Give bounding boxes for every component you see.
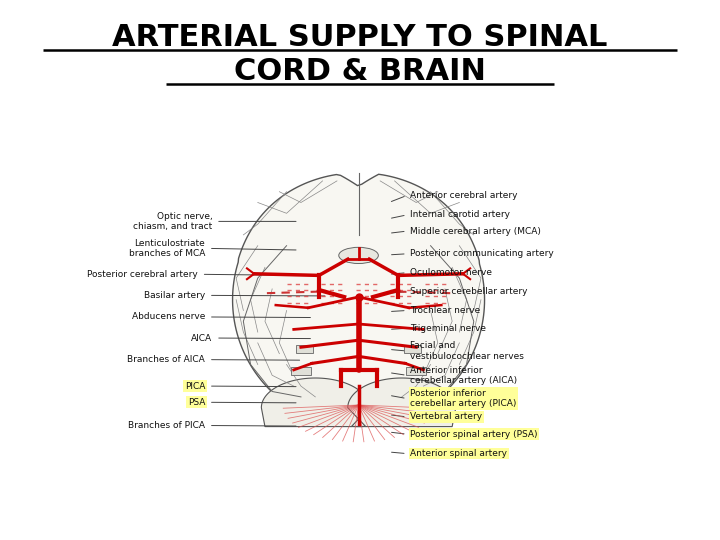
Text: ARTERIAL SUPPLY TO SPINAL: ARTERIAL SUPPLY TO SPINAL (112, 23, 608, 52)
Text: Posterior spinal artery (PSA): Posterior spinal artery (PSA) (410, 430, 538, 438)
Polygon shape (261, 378, 369, 427)
Ellipse shape (339, 247, 379, 264)
Text: Superior cerebellar artery: Superior cerebellar artery (410, 287, 528, 296)
Text: Optic nerve,
chiasm, and tract: Optic nerve, chiasm, and tract (133, 212, 212, 231)
FancyBboxPatch shape (406, 367, 426, 375)
Text: CORD & BRAIN: CORD & BRAIN (234, 57, 486, 86)
Text: Branches of AICA: Branches of AICA (127, 355, 205, 364)
Text: Oculomotor nerve: Oculomotor nerve (410, 268, 492, 277)
Text: PSA: PSA (188, 398, 205, 407)
Text: Trochlear nerve: Trochlear nerve (410, 306, 481, 315)
Text: Facial and
vestibulocochlear nerves: Facial and vestibulocochlear nerves (410, 341, 524, 361)
Text: Anterior spinal artery: Anterior spinal artery (410, 449, 508, 458)
Polygon shape (233, 174, 485, 427)
Text: Vertebral artery: Vertebral artery (410, 413, 482, 421)
FancyBboxPatch shape (291, 367, 311, 375)
Text: Lenticulostriate
branches of MCA: Lenticulostriate branches of MCA (129, 239, 205, 258)
Text: Middle cerebral artery (MCA): Middle cerebral artery (MCA) (410, 227, 541, 235)
Text: Posterior cerebral artery: Posterior cerebral artery (87, 270, 198, 279)
Text: Anterior cerebral artery: Anterior cerebral artery (410, 191, 518, 200)
Polygon shape (348, 378, 456, 427)
Text: Trigeminal nerve: Trigeminal nerve (410, 324, 487, 333)
Text: AICA: AICA (192, 334, 212, 342)
Text: Basilar artery: Basilar artery (144, 291, 205, 300)
FancyBboxPatch shape (404, 345, 421, 353)
Text: Posterior communicating artery: Posterior communicating artery (410, 249, 554, 258)
Text: Abducens nerve: Abducens nerve (132, 313, 205, 321)
Text: PICA: PICA (185, 382, 205, 390)
FancyBboxPatch shape (296, 345, 313, 353)
Text: Branches of PICA: Branches of PICA (128, 421, 205, 430)
Text: Posterior inferior
cerebellar artery (PICA): Posterior inferior cerebellar artery (PI… (410, 389, 517, 408)
Text: Internal carotid artery: Internal carotid artery (410, 211, 510, 219)
Text: Anterior inferior
cerebellar artery (AICA): Anterior inferior cerebellar artery (AIC… (410, 366, 518, 385)
